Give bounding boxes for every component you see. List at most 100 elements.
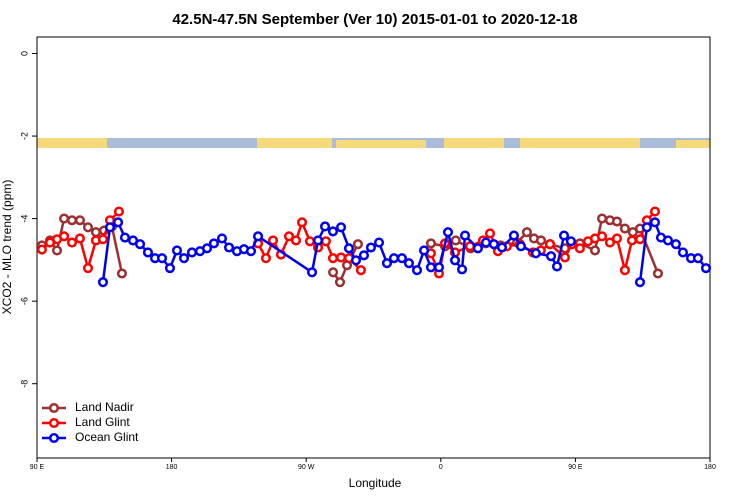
data-point [456, 264, 468, 275]
data-point [611, 233, 623, 244]
legend-label: Land Glint [75, 415, 130, 429]
data-point [327, 226, 339, 237]
y-tick-label: -8 [19, 380, 29, 388]
data-point [82, 222, 94, 233]
x-tick-label: 0 [439, 464, 443, 471]
data-point [662, 235, 674, 246]
data-point [104, 222, 116, 233]
data-point [459, 230, 471, 241]
series [97, 217, 712, 288]
data-point [178, 253, 190, 264]
data-point [508, 230, 519, 241]
data-point [403, 258, 414, 269]
x-tick-label: 180 [704, 464, 716, 471]
y-tick-label: -6 [19, 297, 29, 305]
data-point [350, 255, 362, 266]
data-point [596, 231, 608, 242]
series [36, 206, 661, 279]
data-point [90, 227, 101, 238]
data-point [677, 247, 688, 258]
data-point [558, 230, 570, 241]
data-point [97, 234, 109, 245]
data-point [283, 231, 295, 242]
data-point [450, 235, 461, 246]
data-point [425, 238, 436, 249]
legend-marker [48, 402, 60, 414]
data-point [267, 235, 279, 246]
legend-label: Ocean Glint [75, 430, 139, 444]
data-point [574, 243, 585, 254]
data-point [74, 233, 85, 244]
data-point [700, 263, 712, 274]
data-point [355, 265, 366, 276]
data-point [335, 252, 347, 263]
data-point [589, 245, 601, 256]
data-point [352, 239, 363, 250]
data-point [521, 227, 532, 238]
data-point [484, 228, 496, 239]
data-point [358, 250, 369, 261]
data-point [113, 206, 125, 217]
data-point [559, 252, 570, 263]
data-point [425, 262, 436, 273]
data-point [545, 251, 557, 262]
data-point [82, 263, 94, 274]
data-point [327, 253, 339, 264]
data-point [551, 261, 563, 272]
data-point [320, 236, 331, 247]
data-point [670, 239, 681, 250]
chart-title: 42.5N-47.5N September (Ver 10) 2015-01-0… [172, 11, 577, 28]
data-point [496, 242, 508, 253]
x-tick-label: 90 E [568, 464, 583, 471]
data-point [119, 232, 130, 243]
data-point [692, 253, 704, 264]
data-point [208, 238, 219, 249]
data-point [97, 277, 109, 288]
data-point [418, 245, 430, 256]
data-point [134, 239, 146, 250]
data-point [319, 221, 331, 232]
y-tick-label: -4 [19, 215, 29, 223]
legend-marker [48, 432, 60, 444]
data-point [186, 247, 197, 258]
data-point [156, 253, 168, 264]
y-axis-label: XCO2 - MLO trend (ppm) [0, 180, 14, 315]
data-point [51, 245, 63, 256]
data-point [343, 243, 355, 254]
y-tick-label: 0 [19, 51, 29, 56]
data-point [113, 217, 124, 228]
data-point [304, 236, 315, 247]
data-point [530, 248, 541, 259]
data-point [604, 237, 615, 248]
data-point [634, 234, 646, 245]
data-point [373, 237, 385, 248]
x-tick-label: 180 [166, 464, 178, 471]
x-tick-label: 90 E [30, 464, 45, 471]
data-point [544, 239, 556, 250]
data-point [142, 247, 154, 258]
data-point [116, 268, 127, 279]
data-point [66, 215, 78, 226]
data-point [649, 217, 661, 228]
legend-marker [48, 417, 60, 429]
data-point [59, 231, 70, 242]
data-point [634, 277, 646, 288]
data-point [649, 206, 661, 217]
plot-frame [36, 36, 711, 459]
data-point [388, 253, 400, 264]
data-point [442, 227, 454, 238]
data-point [596, 213, 608, 224]
x-axis-label: Longitude [349, 476, 402, 490]
legend-label: Land Nadir [75, 400, 134, 414]
data-point [328, 267, 339, 278]
data-point [626, 235, 637, 246]
data-point [535, 235, 547, 246]
data-point [59, 213, 70, 224]
data-point [260, 253, 272, 264]
data-point [396, 253, 407, 264]
data-point [381, 258, 393, 269]
data-point [66, 237, 78, 248]
data-point [201, 243, 213, 254]
